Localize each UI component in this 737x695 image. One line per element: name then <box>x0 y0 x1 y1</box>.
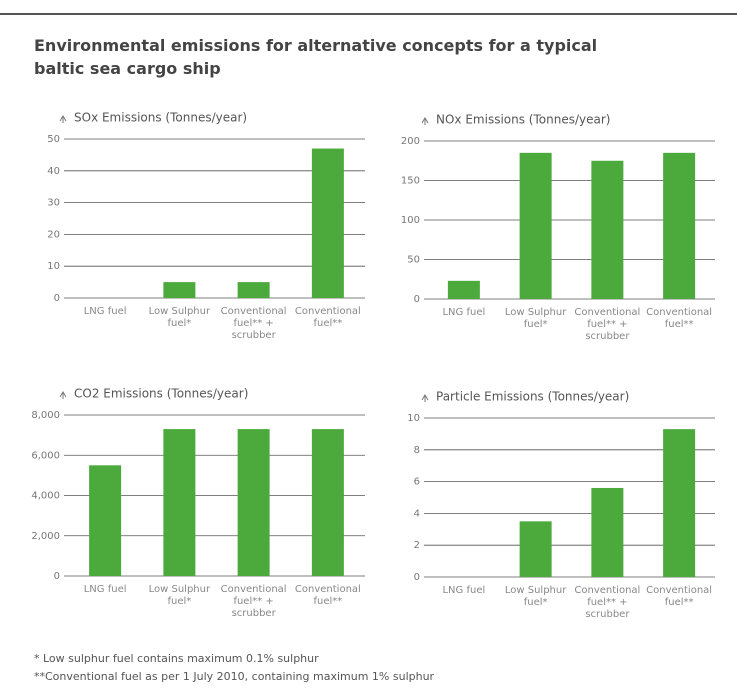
y-tick-label: 0 <box>54 293 60 304</box>
bar <box>591 487 624 577</box>
x-tick-label: Low Sulphur fuel* <box>504 307 567 330</box>
y-tick-label: 6 <box>414 477 420 488</box>
bar <box>663 152 696 299</box>
y-tick-label: 40 <box>47 166 60 177</box>
x-tick-label: Conventional fuel** + scrubber <box>220 306 287 341</box>
bar <box>237 282 270 298</box>
chart-title: CO2 Emissions (Tonnes/year) <box>74 387 248 401</box>
x-tick-label: Conventional fuel** <box>294 584 361 607</box>
x-tick-label: LNG fuel <box>83 306 127 317</box>
x-tick-label: Conventional fuel** <box>646 307 713 330</box>
y-tick-label: 30 <box>47 198 60 209</box>
bar <box>311 429 344 576</box>
x-tick-label: Conventional fuel** <box>646 585 713 608</box>
x-tick-label: Conventional fuel** <box>294 306 361 329</box>
title-arrow <box>421 117 429 125</box>
title-arrow <box>421 394 429 402</box>
y-tick-label: 10 <box>407 413 420 424</box>
footnote: **Conventional fuel as per 1 July 2010, … <box>34 670 435 683</box>
bar <box>163 429 196 576</box>
y-tick-label: 0 <box>54 571 60 582</box>
page-title: Environmental emissions for alternative … <box>34 36 598 78</box>
y-tick-label: 2 <box>414 540 420 551</box>
bar <box>237 429 270 576</box>
x-tick-label: Low Sulphur fuel* <box>148 306 211 329</box>
title-arrow <box>59 115 67 123</box>
chart-title: Particle Emissions (Tonnes/year) <box>436 390 629 404</box>
top-rule <box>0 13 737 15</box>
bar <box>663 429 696 577</box>
title-arrow <box>59 391 67 399</box>
bar <box>519 152 552 299</box>
chart-title: NOx Emissions (Tonnes/year) <box>436 113 610 127</box>
y-tick-label: 50 <box>47 134 60 145</box>
y-tick-label: 4,000 <box>31 491 60 502</box>
x-tick-label: LNG fuel <box>442 585 486 596</box>
y-tick-label: 200 <box>401 136 420 147</box>
x-tick-label: Conventional fuel** + scrubber <box>220 584 287 619</box>
bar <box>519 521 552 577</box>
y-tick-label: 100 <box>401 215 420 226</box>
x-tick-label: Conventional fuel** + scrubber <box>574 585 641 620</box>
x-tick-label: LNG fuel <box>442 307 486 318</box>
footnote: * Low sulphur fuel contains maximum 0.1%… <box>34 652 319 665</box>
y-tick-label: 2,000 <box>31 531 60 542</box>
chart-title: SOx Emissions (Tonnes/year) <box>74 111 247 125</box>
x-tick-label: Conventional fuel** + scrubber <box>574 307 641 342</box>
bar <box>447 280 480 299</box>
y-tick-label: 150 <box>401 176 420 187</box>
bar <box>163 282 196 298</box>
y-tick-label: 8 <box>414 445 420 456</box>
y-tick-label: 10 <box>47 261 60 272</box>
y-tick-label: 4 <box>414 508 420 519</box>
y-tick-label: 0 <box>414 572 420 583</box>
y-tick-label: 8,000 <box>31 410 60 421</box>
x-tick-label: Low Sulphur fuel* <box>148 584 211 607</box>
bar <box>89 465 122 576</box>
x-tick-label: Low Sulphur fuel* <box>504 585 567 608</box>
y-tick-label: 0 <box>414 294 420 305</box>
bar <box>311 148 344 298</box>
y-tick-label: 20 <box>47 229 60 240</box>
y-tick-label: 6,000 <box>31 450 60 461</box>
x-tick-label: LNG fuel <box>83 584 127 595</box>
bar <box>591 160 624 299</box>
y-tick-label: 50 <box>407 255 420 266</box>
